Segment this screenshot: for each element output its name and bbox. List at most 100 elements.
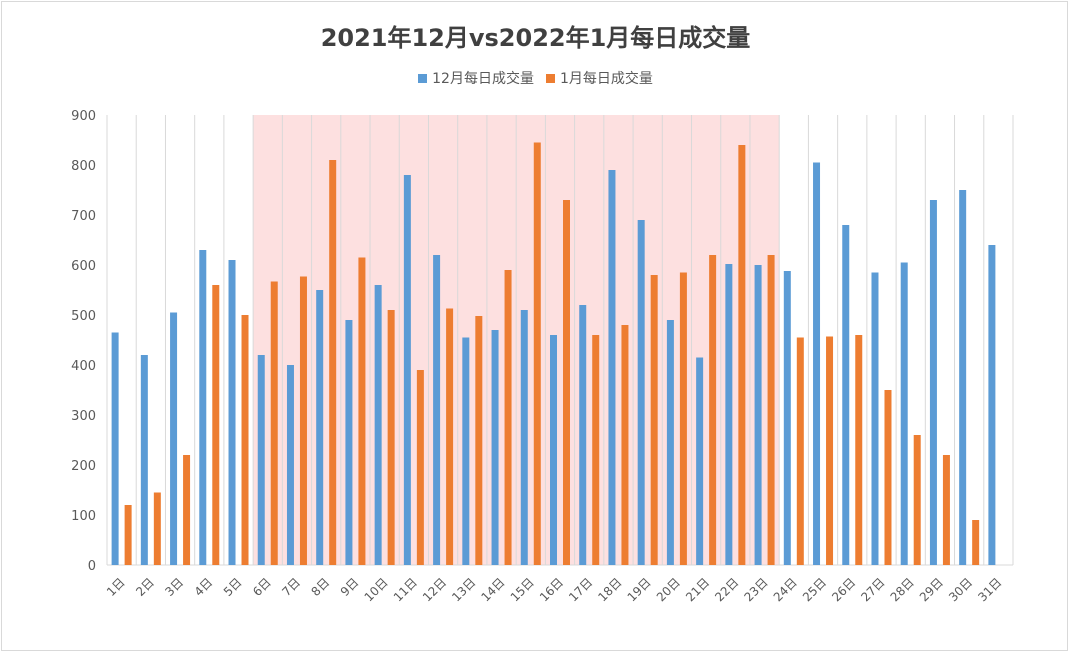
legend-swatch-series-1 [418, 73, 428, 83]
bar-series-1 [433, 255, 441, 565]
x-tick-label: 7日 [279, 575, 303, 599]
bar-series-1 [316, 290, 324, 565]
x-tick-label: 1日 [104, 575, 128, 599]
x-tick-label: 31日 [975, 575, 1004, 604]
bar-series-1 [462, 337, 470, 565]
x-tick-label: 6日 [250, 575, 274, 599]
x-tick-label: 12日 [420, 575, 449, 604]
bar-series-2 [621, 325, 629, 565]
x-tick-label: 20日 [654, 575, 683, 604]
bar-series-2 [299, 276, 307, 565]
bar-series-2 [124, 505, 132, 565]
bar-series-1 [403, 175, 411, 565]
y-tick-label: 500 [71, 309, 96, 324]
bar-series-1 [199, 250, 207, 565]
y-tick-label: 0 [88, 559, 96, 574]
bar-series-2 [738, 145, 746, 565]
bar-series-1 [725, 264, 733, 565]
bar-series-2 [826, 336, 834, 565]
legend-item-series-1: 12月每日成交量 [418, 68, 534, 88]
bar-series-2 [329, 160, 337, 565]
bar-series-2 [446, 308, 454, 565]
x-tick-label: 27日 [858, 575, 887, 604]
x-tick-label: 30日 [946, 575, 975, 604]
bar-series-1 [491, 330, 499, 565]
x-tick-label: 2日 [133, 575, 157, 599]
y-tick-label: 100 [71, 509, 96, 524]
bar-series-2 [533, 142, 541, 565]
bar-series-1 [170, 312, 178, 565]
bar-series-1 [228, 260, 236, 565]
bar-series-1 [754, 265, 762, 565]
legend-item-series-2: 1月每日成交量 [545, 68, 653, 88]
bar-series-1 [637, 220, 645, 565]
bar-series-1 [842, 225, 850, 565]
bar-series-1 [140, 355, 148, 565]
bar-series-2 [212, 285, 220, 565]
bar-series-1 [696, 357, 704, 565]
bar-series-2 [884, 390, 892, 565]
y-tick-label: 400 [71, 359, 96, 374]
x-tick-label: 29日 [917, 575, 946, 604]
bar-series-1 [286, 365, 294, 565]
bar-series-2 [855, 335, 863, 565]
bar-series-2 [650, 275, 658, 565]
bar-series-2 [475, 316, 483, 565]
x-tick-label: 5日 [221, 575, 245, 599]
bar-series-2 [796, 337, 804, 565]
chart-legend: 12月每日成交量 1月每日成交量 [0, 68, 1071, 88]
bar-series-1 [988, 245, 996, 565]
bar-series-2 [563, 200, 570, 565]
x-tick-label: 10日 [362, 575, 391, 604]
bar-series-2 [767, 255, 775, 565]
bar-series-1 [520, 310, 528, 565]
y-tick-label: 700 [71, 209, 96, 224]
bar-series-1 [813, 162, 821, 565]
legend-label-series-1: 12月每日成交量 [432, 71, 534, 87]
bar-series-1 [579, 305, 587, 565]
bar-series-2 [592, 335, 600, 565]
bar-series-2 [416, 370, 424, 565]
bar-series-2 [942, 455, 950, 565]
x-tick-label: 24日 [771, 575, 800, 604]
y-tick-label: 600 [71, 259, 96, 274]
bar-series-2 [504, 270, 512, 565]
bar-series-2 [972, 520, 980, 565]
bar-series-2 [679, 272, 687, 565]
y-tick-label: 800 [71, 159, 96, 174]
bar-series-1 [929, 200, 937, 565]
x-tick-label: 4日 [192, 575, 216, 599]
bar-series-2 [358, 257, 366, 565]
bar-series-1 [608, 170, 616, 565]
x-tick-label: 26日 [829, 575, 858, 604]
bar-series-1 [345, 320, 353, 565]
y-tick-label: 300 [71, 409, 96, 424]
x-tick-label: 28日 [888, 575, 917, 604]
x-tick-label: 3日 [162, 575, 186, 599]
x-tick-label: 16日 [537, 575, 566, 604]
x-tick-label: 8日 [309, 575, 333, 599]
bar-series-2 [241, 315, 249, 565]
x-tick-label: 25日 [800, 575, 829, 604]
x-tick-label: 15日 [508, 575, 537, 604]
bar-series-1 [111, 332, 119, 565]
x-tick-label: 14日 [478, 575, 507, 604]
bar-series-1 [374, 285, 382, 565]
x-tick-label: 17日 [566, 575, 595, 604]
y-tick-label: 200 [71, 459, 96, 474]
bar-series-1 [783, 271, 791, 565]
bar-series-1 [959, 190, 967, 565]
bar-series-1 [871, 272, 879, 565]
bar-series-2 [183, 455, 191, 565]
x-tick-label: 11日 [391, 575, 420, 604]
bar-series-1 [550, 335, 557, 565]
bar-series-2 [270, 281, 278, 565]
bar-series-2 [709, 255, 717, 565]
x-tick-label: 23日 [742, 575, 771, 604]
y-tick-label: 900 [71, 109, 96, 124]
x-tick-label: 9日 [338, 575, 362, 599]
x-tick-label: 13日 [449, 575, 478, 604]
bar-series-2 [153, 492, 161, 565]
x-tick-label: 18日 [595, 575, 624, 604]
